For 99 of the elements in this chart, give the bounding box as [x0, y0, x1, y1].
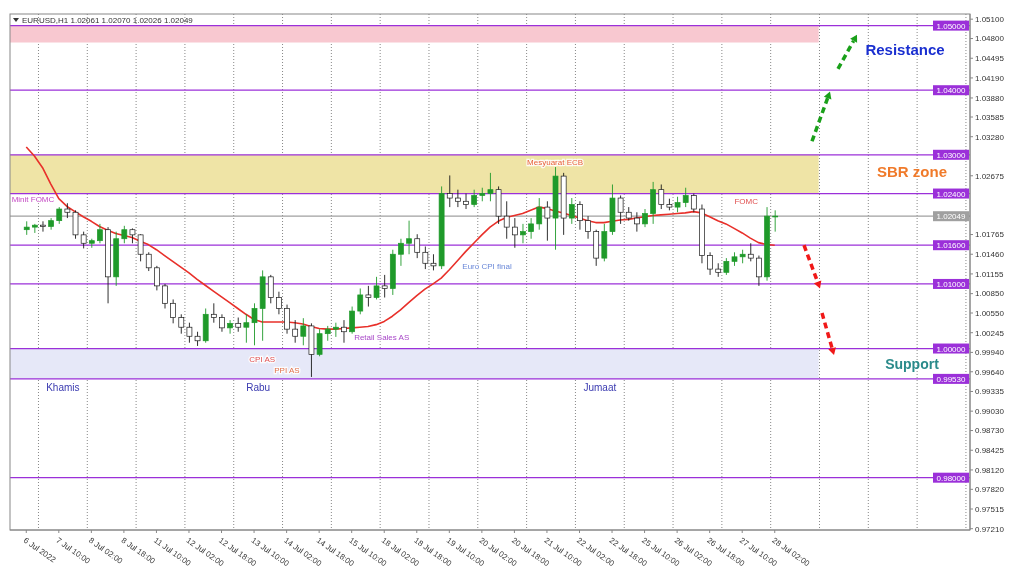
- candlestick: [154, 265, 160, 291]
- ref-line-label: 1.00000: [936, 344, 967, 354]
- candlestick: [650, 181, 656, 225]
- candlestick: [503, 200, 510, 240]
- annotation: FOMC: [734, 197, 759, 207]
- ref-line-label: 1.03000: [936, 150, 967, 160]
- candlestick: [284, 304, 290, 335]
- y-tick-label: 1.00550: [975, 308, 1005, 318]
- candlestick: [267, 274, 274, 304]
- text: Support: [885, 355, 940, 372]
- y-tick-label: 1.03880: [975, 93, 1005, 103]
- candlestick: [341, 319, 347, 344]
- y-tick-label: 0.97820: [975, 485, 1005, 495]
- text: SBR zone: [876, 163, 948, 181]
- y-tick-label: 1.03280: [975, 132, 1005, 142]
- candlestick: [227, 319, 233, 335]
- y-tick-label: 0.98425: [975, 446, 1005, 456]
- y-tick-label: 1.04190: [975, 73, 1005, 83]
- y-tick-label: 1.04495: [975, 54, 1005, 64]
- candlestick: [170, 299, 176, 324]
- y-tick-label: 0.98120: [975, 465, 1005, 475]
- candlestick: [316, 328, 323, 357]
- candlestick: [381, 274, 388, 298]
- annotation: Khamis: [46, 381, 80, 393]
- candlestick: [406, 220, 412, 255]
- candlestick: [747, 242, 754, 262]
- y-tick-label: 0.97515: [975, 504, 1005, 514]
- annotation: CPI AS: [249, 355, 276, 365]
- candlestick: [276, 291, 282, 315]
- candlestick: [162, 283, 168, 309]
- candlestick: [333, 322, 339, 338]
- candlestick: [511, 217, 518, 249]
- candlestick: [690, 193, 697, 213]
- candlestick: [455, 189, 461, 208]
- candlestick: [772, 209, 779, 233]
- candlestick: [97, 223, 103, 244]
- text: Resistance: [865, 41, 945, 59]
- candlestick: [536, 197, 543, 231]
- candlestick: [487, 172, 494, 202]
- chart-title: EURUSD,H1 1.02061 1.02070 1.02026 1.02049: [22, 16, 194, 25]
- y-tick-label: 1.04800: [975, 34, 1005, 44]
- candlestick: [463, 193, 469, 210]
- y-tick-label: 1.01460: [975, 250, 1005, 260]
- candlestick: [544, 200, 551, 242]
- annotation: Euro CPI final: [462, 262, 512, 272]
- candlestick: [585, 215, 591, 240]
- candlestick: [422, 246, 429, 270]
- ref-line-label: 1.01000: [936, 279, 967, 289]
- y-tick-label: 0.99030: [975, 407, 1005, 417]
- annotation: Minit FOMC: [11, 194, 55, 204]
- ref-line-label: 0.98000: [936, 473, 967, 483]
- y-tick-label: 1.00245: [975, 328, 1005, 338]
- y-tick-label: 1.05100: [975, 15, 1005, 25]
- candlestick: [300, 317, 307, 346]
- y-tick-label: 0.99640: [975, 367, 1005, 377]
- y-tick-label: 1.00850: [975, 289, 1005, 299]
- ref-line-label: 1.02400: [936, 189, 967, 199]
- annotation: PPI AS: [274, 366, 300, 376]
- ref-line-label: 1.05000: [936, 21, 967, 31]
- candlestick: [568, 197, 575, 225]
- candlestick: [365, 285, 372, 307]
- annotation: Jumaat: [583, 381, 617, 393]
- candlestick: [145, 251, 152, 272]
- y-tick-label: 1.02675: [975, 171, 1005, 181]
- y-tick-label: 0.98730: [975, 426, 1005, 436]
- candlestick: [446, 175, 453, 208]
- candlestick: [658, 184, 665, 210]
- candlestick: [48, 217, 54, 231]
- candlestick: [682, 187, 689, 208]
- annotation: Mesyuarat ECB: [527, 158, 584, 168]
- y-tick-label: 1.01765: [975, 230, 1005, 240]
- candlestick: [756, 255, 762, 287]
- candlestick: [617, 195, 624, 225]
- candlestick: [210, 302, 217, 324]
- candlestick: [577, 200, 583, 231]
- candlestick: [414, 233, 421, 259]
- y-tick-label: 1.01155: [975, 269, 1004, 279]
- candlestick: [292, 319, 299, 344]
- candlestick: [349, 306, 355, 335]
- y-tick-label: 0.99335: [975, 387, 1005, 397]
- ref-line-label: 1.01600: [936, 241, 967, 251]
- candlestick: [373, 276, 380, 300]
- y-tick-label: 0.97210: [975, 524, 1005, 534]
- candlestick: [178, 313, 185, 335]
- candlestick: [642, 208, 648, 228]
- candlestick: [528, 217, 534, 240]
- y-tick-label: 0.99940: [975, 348, 1005, 358]
- y-tick-label: 1.03585: [975, 112, 1005, 122]
- candlestick: [520, 223, 526, 244]
- candlestick: [40, 220, 46, 233]
- candlestick: [357, 288, 364, 315]
- ref-line-label: 1.02049: [936, 212, 967, 222]
- ref-line-label: 1.04000: [936, 86, 967, 96]
- annotation: Rabu: [246, 381, 271, 393]
- candlestick: [398, 238, 404, 267]
- candlestick: [634, 211, 640, 233]
- candlestick: [707, 251, 713, 276]
- annotation: Retail Sales AS: [354, 332, 410, 342]
- ref-line-label: 0.99530: [936, 374, 967, 384]
